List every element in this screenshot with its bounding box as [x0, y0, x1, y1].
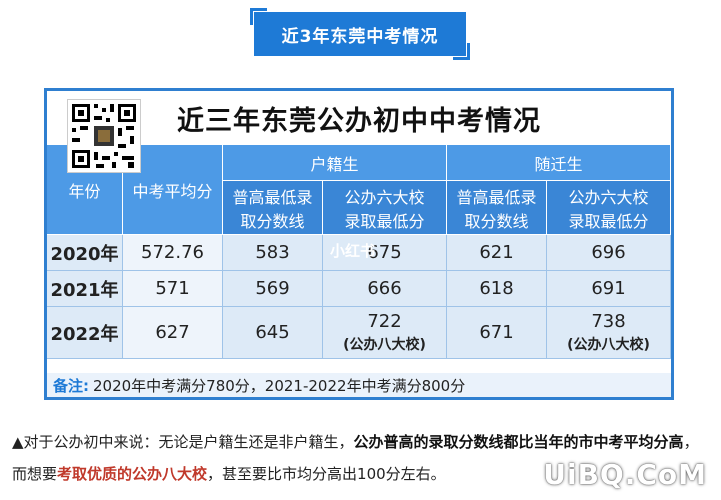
- table-row: 2020年 572.76 583 675 621 696: [47, 235, 671, 271]
- header-suiqian-putong: 普高最低录取分数线: [447, 181, 547, 235]
- note-label: 备注:: [53, 376, 89, 395]
- cell-suiqian-putong: 621: [447, 235, 547, 271]
- cell-suiqian-putong: 618: [447, 271, 547, 307]
- cell-suiqian-gongban: 696: [547, 235, 671, 271]
- cell-huji-putong: 583: [223, 235, 323, 271]
- cell-avg: 627: [123, 307, 223, 359]
- cell-huji-putong: 569: [223, 271, 323, 307]
- cell-suiqian-gongban: 691: [547, 271, 671, 307]
- banner-title: 近3年东莞中考情况: [250, 8, 470, 60]
- cell-huji-gongban: 666: [323, 271, 447, 307]
- cell-year: 2021年: [47, 271, 123, 307]
- note-text: 2020年中考满分780分，2021-2022年中考满分800分: [93, 376, 466, 395]
- summary-paragraph: ▲对于公办初中来说：无论是户籍生还是非户籍生，公办普高的录取分数线都比当年的市中…: [12, 433, 699, 483]
- cell-year: 2022年: [47, 307, 123, 359]
- cell-huji-putong: 645: [223, 307, 323, 359]
- header-suiqian-gongban: 公办六大校录取最低分: [547, 181, 671, 235]
- cell-huji-gongban: 722 (公办八大校): [323, 307, 447, 359]
- overlay-watermark: 小红书: [330, 242, 376, 260]
- cell-huji-gongban: 675: [323, 235, 447, 271]
- header-suiqian: 随迁生: [447, 145, 671, 181]
- cell-year: 2020年: [47, 235, 123, 271]
- site-watermark: UiBQ.CoM: [543, 458, 707, 491]
- cell-suiqian-putong: 671: [447, 307, 547, 359]
- table-row: 2021年 571 569 666 618 691: [47, 271, 671, 307]
- score-table: 年份 中考平均分 户籍生 随迁生 普高最低录取分数线 公办六大校录取最低分 普高…: [47, 145, 671, 359]
- stats-card: 近三年东莞公办初中中考情况 年份 中考平均分 户籍生 随迁生 普高最低录取分数线…: [44, 88, 674, 400]
- table-note: 备注: 2020年中考满分780分，2021-2022年中考满分800分: [47, 373, 671, 397]
- cell-avg: 571: [123, 271, 223, 307]
- cell-suiqian-gongban: 738 (公办八大校): [547, 307, 671, 359]
- qr-code: [67, 99, 141, 173]
- header-huji-putong: 普高最低录取分数线: [223, 181, 323, 235]
- cell-avg: 572.76: [123, 235, 223, 271]
- card-title: 近三年东莞公办初中中考情况: [177, 105, 541, 137]
- table-row: 2022年 627 645 722 (公办八大校) 671 738 (公办八大校): [47, 307, 671, 359]
- header-huji: 户籍生: [223, 145, 447, 181]
- header-huji-gongban: 公办六大校录取最低分: [323, 181, 447, 235]
